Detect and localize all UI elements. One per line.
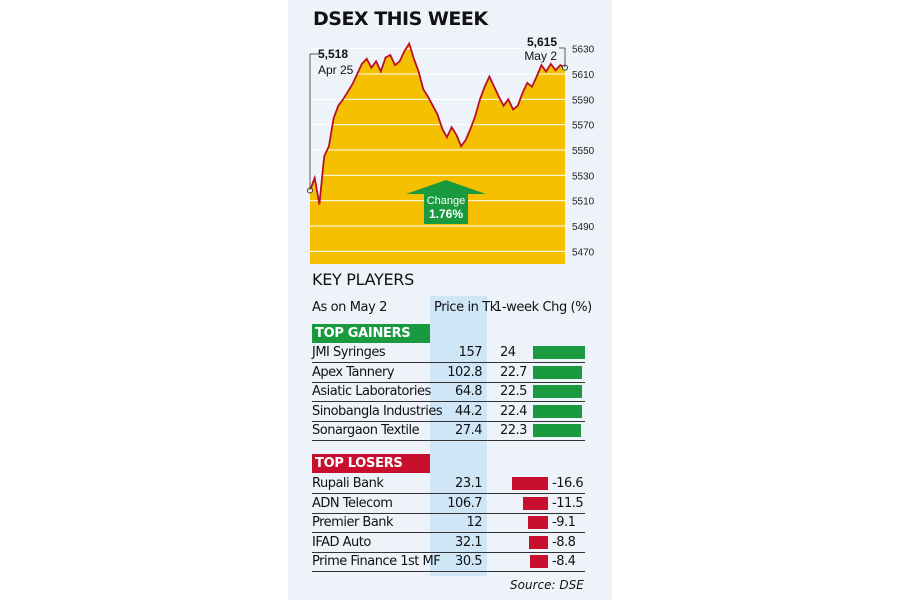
- y-tick-label: 5610: [572, 70, 595, 81]
- change-value: 22.5: [500, 384, 527, 400]
- loser-row: Premier Bank 12 -9.1: [312, 513, 585, 534]
- loss-bar: [523, 496, 548, 510]
- y-tick-label: 5470: [572, 247, 595, 258]
- y-tick-label: 5510: [572, 197, 595, 208]
- price-column-highlight: [430, 296, 487, 576]
- series-line: [309, 41, 566, 205]
- y-tick-label: 5590: [572, 95, 595, 106]
- gain-bar: [533, 365, 583, 379]
- start-value-label: 5,518: [318, 47, 348, 61]
- price-value: 106.7: [447, 495, 482, 511]
- company-name: ADN Telecom: [312, 495, 393, 511]
- y-tick-label: 5530: [572, 171, 595, 182]
- y-tick-label: 5490: [572, 222, 595, 233]
- change-value: 22.3: [500, 423, 527, 439]
- start-date-label: Apr 25: [318, 63, 354, 77]
- y-tick-label: 5570: [572, 121, 595, 132]
- company-name: Premier Bank: [312, 515, 394, 531]
- company-name: Rupali Bank: [312, 476, 384, 491]
- company-name: Sonargaon Textile: [312, 423, 420, 439]
- price-header: Price in Tk: [434, 300, 497, 315]
- company-name: JMI Syringes: [312, 345, 386, 360]
- loser-row: Prime Finance 1st MF 30.5 -8.4: [312, 552, 585, 573]
- top-gainers-label: TOP GAINERS: [312, 324, 430, 343]
- change-value: 22.7: [500, 364, 527, 380]
- company-name: Sinobangla Industries: [312, 403, 443, 419]
- loss-bar: [512, 477, 548, 490]
- end-date-label: May 2: [524, 49, 557, 63]
- change-value: 24: [500, 345, 516, 360]
- change-value: -9.1: [552, 515, 576, 531]
- change-value: -11.5: [552, 495, 584, 511]
- price-value: 64.8: [455, 384, 482, 400]
- change-value: -8.4: [552, 554, 576, 570]
- price-value: 12: [466, 515, 482, 531]
- company-name: Prime Finance 1st MF: [312, 554, 441, 570]
- top-losers-label: TOP LOSERS: [312, 454, 430, 473]
- source-note: Source: DSE: [510, 578, 584, 592]
- company-name: Asiatic Laboratories: [312, 384, 431, 400]
- as-on-date: As on May 2: [312, 300, 388, 315]
- gain-bar: [533, 346, 585, 359]
- gainer-row: Sonargaon Textile 27.4 22.3: [312, 421, 585, 442]
- gainer-row: Sinobangla Industries 44.2 22.4: [312, 402, 585, 422]
- y-tick-label: 5630: [572, 45, 595, 56]
- change-label: Change: [427, 195, 466, 207]
- price-value: 32.1: [455, 534, 482, 550]
- price-value: 102.8: [447, 364, 482, 380]
- change-value: -16.6: [552, 476, 584, 491]
- gainer-row: Asiatic Laboratories 64.8 22.5: [312, 382, 585, 403]
- loser-row: IFAD Auto 32.1 -8.8: [312, 533, 585, 553]
- price-value: 157: [458, 345, 483, 360]
- change-arrow: [406, 180, 486, 224]
- company-name: IFAD Auto: [312, 534, 371, 550]
- loss-bar: [529, 555, 548, 569]
- price-value: 23.1: [455, 476, 482, 491]
- y-tick-label: 5550: [572, 146, 595, 157]
- price-value: 44.2: [455, 403, 482, 419]
- change-header: 1-week Chg (%): [494, 300, 592, 315]
- loser-row: ADN Telecom 106.7 -11.5: [312, 494, 585, 514]
- change-value: 1.76%: [429, 207, 463, 221]
- company-name: Apex Tannery: [312, 364, 395, 380]
- gain-bar: [533, 424, 582, 438]
- loser-row: Rupali Bank 23.1 -16.6: [312, 474, 585, 494]
- gainer-row: JMI Syringes 157 24: [312, 343, 585, 363]
- change-value: -8.8: [552, 534, 576, 550]
- area-fill: [310, 43, 565, 264]
- gain-bar: [533, 385, 582, 399]
- loss-bar: [528, 535, 548, 549]
- change-value: 22.4: [500, 403, 527, 419]
- gainer-row: Apex Tannery 102.8 22.7: [312, 363, 585, 383]
- price-value: 30.5: [455, 554, 482, 570]
- chart-title: DSEX THIS WEEK: [313, 8, 488, 30]
- loss-bar: [528, 516, 548, 530]
- key-players-title: KEY PLAYERS: [312, 270, 414, 289]
- end-value-label: 5,615: [527, 36, 557, 49]
- price-value: 27.4: [455, 423, 482, 439]
- gain-bar: [533, 404, 582, 418]
- dsex-area-chart: 5470 5490 5510 5530 5550 5570 5590 5610 5630 5,51…: [307, 36, 595, 264]
